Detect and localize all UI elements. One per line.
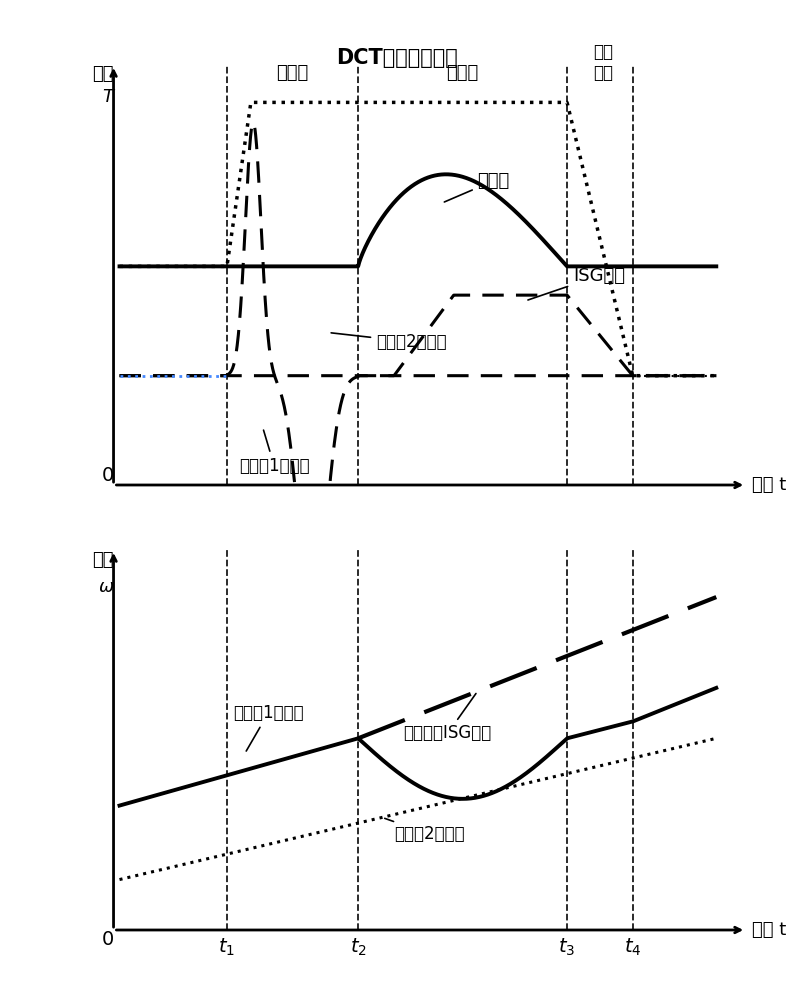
Text: 转矩: 转矩 <box>92 65 114 83</box>
Text: 发动机及ISG电机: 发动机及ISG电机 <box>404 694 491 742</box>
Text: T: T <box>102 88 114 106</box>
Text: DCT换挡滑摩阶段: DCT换挡滑摩阶段 <box>336 48 458 68</box>
Text: 离合器2从动盘: 离合器2从动盘 <box>384 818 465 843</box>
Text: $t_3$: $t_3$ <box>559 937 576 958</box>
Text: 0: 0 <box>101 930 114 949</box>
Text: 惯性相: 惯性相 <box>447 64 478 82</box>
Text: $t_1$: $t_1$ <box>218 937 235 958</box>
Text: 发动机: 发动机 <box>444 172 510 202</box>
Text: ω: ω <box>98 578 114 596</box>
Text: ISG电机: ISG电机 <box>528 267 625 300</box>
Text: 0: 0 <box>101 466 114 485</box>
Text: 时间 t: 时间 t <box>752 476 787 494</box>
Text: 转速: 转速 <box>92 551 114 569</box>
Text: $t_2$: $t_2$ <box>350 937 367 958</box>
Text: 离合器2从动盘: 离合器2从动盘 <box>331 333 447 351</box>
Text: 时间 t: 时间 t <box>752 921 787 939</box>
Text: 转矩
切换: 转矩 切换 <box>593 43 613 82</box>
Text: 离合器1从动盘: 离合器1从动盘 <box>233 704 303 751</box>
Text: 转矩相: 转矩相 <box>277 64 309 82</box>
Text: 离合器1从动盘: 离合器1从动盘 <box>239 430 310 475</box>
Text: $t_4$: $t_4$ <box>624 937 642 958</box>
